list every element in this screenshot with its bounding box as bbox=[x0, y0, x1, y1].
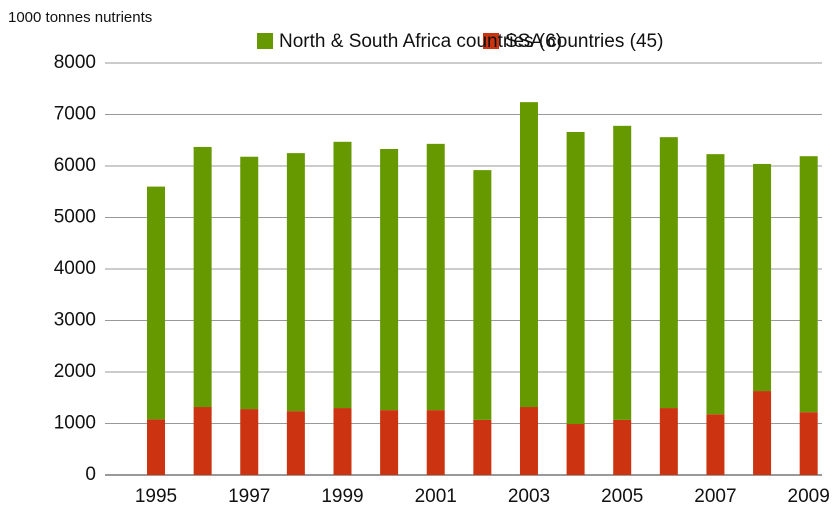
bar-segment bbox=[799, 156, 818, 413]
bar-segment bbox=[753, 163, 772, 392]
x-tick-label: 2003 bbox=[508, 486, 550, 507]
bar-segment bbox=[659, 137, 678, 409]
bar-segment bbox=[333, 408, 352, 475]
legend-label: SSA countries (45) bbox=[505, 31, 663, 52]
x-tick-label: 2007 bbox=[694, 486, 736, 507]
bar-segment bbox=[240, 409, 259, 475]
x-tick-label: 1995 bbox=[135, 486, 177, 507]
bar-segment bbox=[426, 410, 445, 475]
bar-segment bbox=[193, 407, 212, 475]
legend-swatch bbox=[483, 33, 499, 49]
bar-segment bbox=[193, 146, 212, 408]
y-tick-label: 1000 bbox=[54, 413, 96, 434]
bar-segment bbox=[566, 132, 585, 425]
bar-segment bbox=[473, 419, 492, 475]
bar-segment bbox=[380, 149, 399, 411]
bar-segment bbox=[286, 411, 305, 475]
x-tick-label: 2001 bbox=[415, 486, 457, 507]
legend-swatch bbox=[257, 33, 273, 49]
bar-segment bbox=[240, 156, 259, 410]
bar-segment bbox=[147, 419, 166, 475]
bar-segment bbox=[706, 154, 725, 415]
bar-segment bbox=[519, 102, 538, 408]
bar-segment bbox=[380, 410, 399, 475]
bar-segment bbox=[519, 407, 538, 475]
x-tick-label: 2009 bbox=[788, 486, 830, 507]
y-tick-label: 0 bbox=[85, 464, 96, 485]
y-tick-label: 2000 bbox=[54, 361, 96, 382]
y-tick-label: 4000 bbox=[54, 258, 96, 279]
bar-segment bbox=[473, 170, 492, 420]
y-tick-label: 6000 bbox=[54, 155, 96, 176]
bar-segment bbox=[147, 186, 166, 420]
bar-segment bbox=[566, 424, 585, 475]
y-axis-label: 1000 tonnes nutrients bbox=[8, 9, 152, 26]
x-tick-label: 1999 bbox=[321, 486, 363, 507]
y-tick-label: 3000 bbox=[54, 310, 96, 331]
bar-segment bbox=[426, 143, 445, 411]
bar-segment bbox=[706, 414, 725, 475]
x-tick-label: 2005 bbox=[601, 486, 643, 507]
bar-segment bbox=[333, 141, 352, 409]
y-tick-label: 8000 bbox=[54, 52, 96, 73]
bar-segment bbox=[613, 419, 632, 475]
y-tick-label: 5000 bbox=[54, 207, 96, 228]
x-tick-label: 1997 bbox=[228, 486, 270, 507]
bar-segment bbox=[286, 153, 305, 412]
legend-label: North & South Africa countries (6) bbox=[279, 31, 562, 52]
bar-segment bbox=[613, 125, 632, 420]
bar-segment bbox=[659, 408, 678, 475]
y-tick-label: 7000 bbox=[54, 104, 96, 125]
bar-segment bbox=[753, 391, 772, 475]
bar-segment bbox=[799, 412, 818, 475]
